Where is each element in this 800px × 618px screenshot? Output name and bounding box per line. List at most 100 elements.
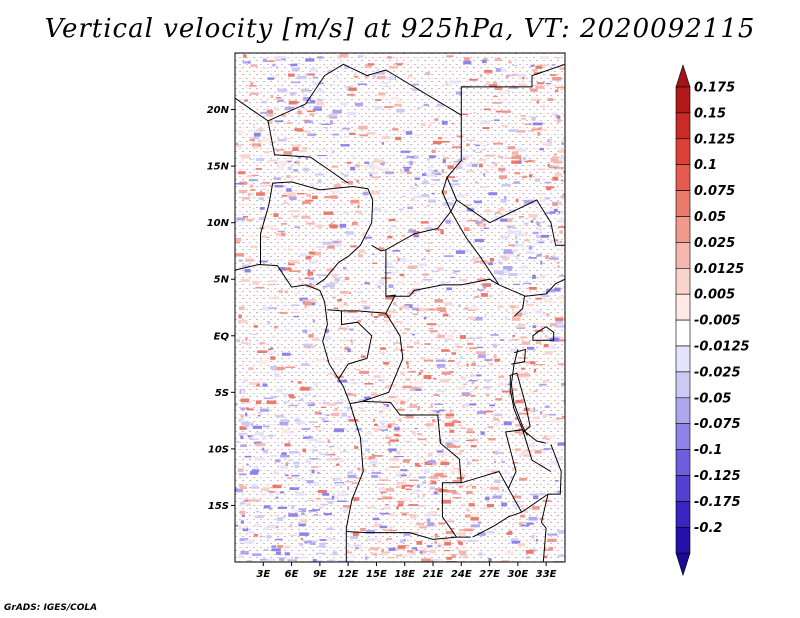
field-cell (363, 304, 372, 306)
field-cell (478, 159, 487, 161)
field-cell (545, 255, 549, 259)
lon-tick-label: 24E (451, 569, 472, 580)
field-cell (361, 457, 371, 460)
field-cell (358, 249, 366, 253)
field-cell (489, 257, 495, 262)
field-cell (259, 408, 270, 412)
field-cell (436, 450, 444, 453)
field-cell (422, 214, 432, 216)
field-cell (490, 334, 499, 336)
field-cell (281, 114, 287, 117)
field-cell (414, 524, 421, 527)
field-cell (267, 120, 273, 124)
field-cell (536, 235, 545, 239)
field-cell (426, 423, 434, 427)
field-cell (268, 348, 272, 351)
field-cell (484, 359, 493, 361)
field-cell (416, 484, 421, 489)
field-cell (438, 522, 445, 525)
field-cell (290, 394, 294, 399)
field-cell (397, 257, 401, 262)
field-cell (295, 421, 306, 425)
field-cell (451, 272, 457, 274)
field-cell (502, 383, 513, 385)
field-cell (435, 472, 444, 476)
field-cell (429, 475, 439, 480)
field-cell (289, 487, 299, 490)
field-cell (302, 448, 306, 453)
field-cell (422, 493, 425, 498)
field-cell (518, 216, 524, 218)
field-cell (523, 509, 528, 513)
field-cell (414, 462, 420, 467)
field-cell (553, 208, 558, 213)
field-cell (355, 428, 362, 431)
field-cell (505, 253, 515, 257)
field-cell (422, 279, 433, 281)
field-cell (426, 226, 432, 231)
field-cell (455, 387, 466, 390)
field-cell (385, 488, 394, 492)
field-cell (255, 400, 262, 405)
field-cell (429, 481, 433, 483)
field-cell (539, 148, 544, 151)
field-cell (460, 503, 466, 507)
field-cell (410, 552, 416, 556)
field-cell (382, 95, 385, 99)
field-cell (389, 513, 394, 515)
field-cell (252, 280, 260, 285)
field-cell (240, 444, 247, 447)
field-cell (317, 149, 327, 151)
field-cell (429, 155, 436, 159)
field-cell (475, 351, 486, 355)
field-cell (378, 487, 387, 491)
field-cell (274, 185, 284, 188)
field-cell (539, 55, 549, 60)
field-cell (455, 343, 459, 346)
field-cell (513, 181, 520, 184)
field-cell (412, 231, 420, 234)
field-cell (471, 373, 474, 376)
field-cell (243, 378, 249, 383)
field-cell (508, 129, 519, 132)
field-cell (334, 407, 339, 411)
field-cell (307, 403, 316, 406)
field-cell (443, 156, 448, 158)
field-cell (484, 72, 493, 74)
field-cell (499, 339, 505, 341)
field-cell (463, 404, 470, 407)
field-cell (324, 392, 332, 394)
field-cell (430, 425, 438, 428)
field-cell (452, 419, 458, 423)
field-cell (559, 230, 563, 234)
field-cell (342, 127, 351, 130)
field-cell (309, 277, 314, 280)
field-cell (420, 221, 429, 224)
field-cell (281, 223, 287, 225)
field-cell (330, 221, 334, 225)
field-cell (458, 304, 461, 307)
field-cell (545, 211, 556, 214)
field-cell (530, 88, 538, 92)
field-cell (404, 328, 411, 330)
field-cell (311, 338, 320, 341)
field-cell (510, 305, 516, 309)
field-cell (236, 143, 243, 148)
field-cell (302, 437, 311, 439)
field-cell (505, 316, 508, 321)
field-cell (318, 506, 324, 509)
field-cell (275, 538, 283, 541)
field-cell (503, 266, 513, 270)
field-cell (303, 346, 311, 348)
field-cell (396, 99, 403, 104)
field-cell (341, 279, 348, 282)
field-cell (359, 407, 364, 410)
colorbar-level-label: -0.005 (694, 314, 741, 329)
field-cell (390, 271, 399, 273)
field-cell (301, 512, 305, 516)
field-cell (329, 245, 335, 248)
field-cell (515, 240, 519, 244)
field-cell (466, 163, 472, 167)
field-cell (480, 488, 488, 490)
field-cell (431, 149, 436, 153)
